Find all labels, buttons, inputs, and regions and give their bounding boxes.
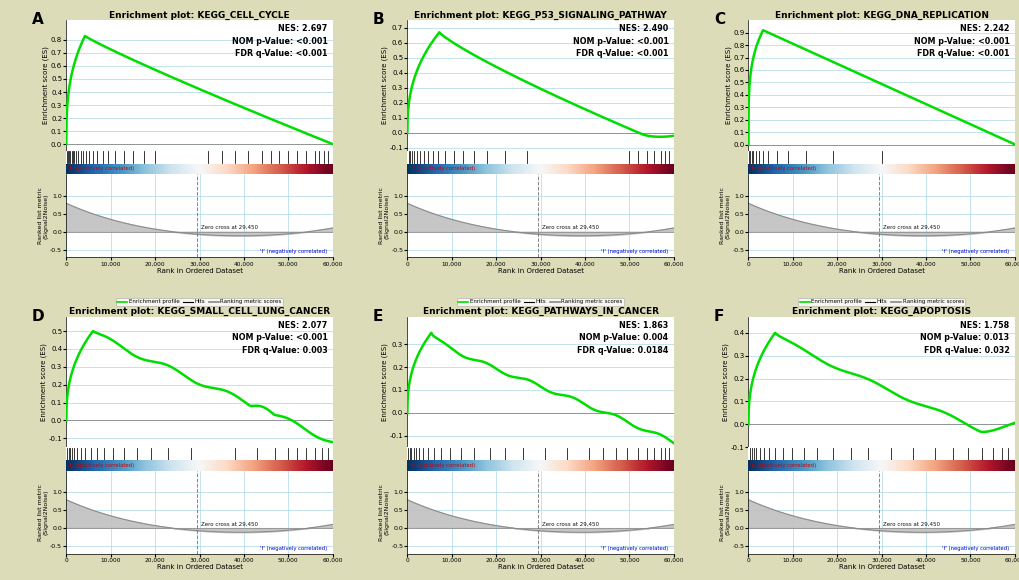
Text: 'h' (positively correlated): 'h' (positively correlated) [67,462,133,467]
Text: A: A [32,13,44,27]
Text: 'h' (positively correlated): 'h' (positively correlated) [749,462,815,467]
Y-axis label: Enrichment score (ES): Enrichment score (ES) [381,46,387,125]
Y-axis label: Enrichment score (ES): Enrichment score (ES) [725,46,731,125]
X-axis label: Rank in Ordered Dataset: Rank in Ordered Dataset [838,564,924,571]
Text: D: D [32,309,44,324]
Text: NES: 2.490
NOM p-Value: <0.001
FDR q-Value: <0.001: NES: 2.490 NOM p-Value: <0.001 FDR q-Val… [572,24,667,58]
Legend: Enrichment profile, Hits, Ranking metric scores: Enrichment profile, Hits, Ranking metric… [457,298,624,306]
Text: Zero cross at 29,450: Zero cross at 29,450 [881,225,938,230]
Title: Enrichment plot: KEGG_APOPTOSIS: Enrichment plot: KEGG_APOPTOSIS [792,307,970,316]
Y-axis label: Ranked list metric
(Signal2Noise): Ranked list metric (Signal2Noise) [719,484,731,541]
Text: 'h' (positively correlated): 'h' (positively correlated) [67,166,133,171]
Text: 'f' (negatively correlated): 'f' (negatively correlated) [600,546,667,550]
X-axis label: Rank in Ordered Dataset: Rank in Ordered Dataset [156,268,243,274]
Text: Zero cross at 29,450: Zero cross at 29,450 [881,521,938,526]
Text: C: C [713,13,725,27]
Text: NES: 2.697
NOM p-Value: <0.001
FDR q-Value: <0.001: NES: 2.697 NOM p-Value: <0.001 FDR q-Val… [231,24,327,58]
Title: Enrichment plot: KEGG_PATHWAYS_IN_CANCER: Enrichment plot: KEGG_PATHWAYS_IN_CANCER [422,307,658,316]
Text: 'f' (negatively correlated): 'f' (negatively correlated) [942,546,1009,550]
Y-axis label: Ranked list metric
(Signal2Noise): Ranked list metric (Signal2Noise) [38,187,49,244]
Y-axis label: Ranked list metric
(Signal2Noise): Ranked list metric (Signal2Noise) [379,484,389,541]
Title: Enrichment plot: KEGG_P53_SIGNALING_PATHWAY: Enrichment plot: KEGG_P53_SIGNALING_PATH… [414,10,666,20]
X-axis label: Rank in Ordered Dataset: Rank in Ordered Dataset [497,268,583,274]
Y-axis label: Ranked list metric
(Signal2Noise): Ranked list metric (Signal2Noise) [379,187,389,244]
Y-axis label: Enrichment score (ES): Enrichment score (ES) [381,343,387,421]
Y-axis label: Ranked list metric
(Signal2Noise): Ranked list metric (Signal2Noise) [719,187,731,244]
Text: NES: 2.242
NOM p-Value: <0.001
FDR q-Value: <0.001: NES: 2.242 NOM p-Value: <0.001 FDR q-Val… [913,24,1009,58]
Text: 'h' (positively correlated): 'h' (positively correlated) [409,462,475,467]
Text: 'f' (negatively correlated): 'f' (negatively correlated) [260,249,327,254]
Text: NES: 1.863
NOM p-Value: 0.004
FDR q-Value: 0.0184: NES: 1.863 NOM p-Value: 0.004 FDR q-Valu… [577,321,667,354]
Y-axis label: Ranked list metric
(Signal2Noise): Ranked list metric (Signal2Noise) [38,484,49,541]
Title: Enrichment plot: KEGG_SMALL_CELL_LUNG_CANCER: Enrichment plot: KEGG_SMALL_CELL_LUNG_CA… [69,307,330,316]
X-axis label: Rank in Ordered Dataset: Rank in Ordered Dataset [838,268,924,274]
Text: Zero cross at 29,450: Zero cross at 29,450 [541,225,598,230]
Text: F: F [713,309,723,324]
Text: 'f' (negatively correlated): 'f' (negatively correlated) [942,249,1009,254]
Text: 'h' (positively correlated): 'h' (positively correlated) [749,166,815,171]
Text: NES: 2.077
NOM p-Value: <0.001
FDR q-Value: 0.003: NES: 2.077 NOM p-Value: <0.001 FDR q-Val… [231,321,327,354]
X-axis label: Rank in Ordered Dataset: Rank in Ordered Dataset [156,564,243,571]
Legend: Enrichment profile, Hits, Ranking metric scores: Enrichment profile, Hits, Ranking metric… [115,298,283,306]
Text: 'h' (positively correlated): 'h' (positively correlated) [409,166,475,171]
Text: NES: 1.758
NOM p-Value: 0.013
FDR q-Value: 0.032: NES: 1.758 NOM p-Value: 0.013 FDR q-Valu… [919,321,1009,354]
Y-axis label: Enrichment score (ES): Enrichment score (ES) [41,343,47,421]
Text: E: E [372,309,383,324]
Text: 'f' (negatively correlated): 'f' (negatively correlated) [260,546,327,550]
Legend: Enrichment profile, Hits, Ranking metric scores: Enrichment profile, Hits, Ranking metric… [797,298,965,306]
X-axis label: Rank in Ordered Dataset: Rank in Ordered Dataset [497,564,583,571]
Text: Zero cross at 29,450: Zero cross at 29,450 [201,225,258,230]
Y-axis label: Enrichment score (ES): Enrichment score (ES) [43,46,50,125]
Title: Enrichment plot: KEGG_DNA_REPLICATION: Enrichment plot: KEGG_DNA_REPLICATION [773,10,987,20]
Text: B: B [372,13,384,27]
Text: Zero cross at 29,450: Zero cross at 29,450 [541,521,598,526]
Title: Enrichment plot: KEGG_CELL_CYCLE: Enrichment plot: KEGG_CELL_CYCLE [109,10,289,20]
Text: 'f' (negatively correlated): 'f' (negatively correlated) [600,249,667,254]
Text: Zero cross at 29,450: Zero cross at 29,450 [201,521,258,526]
Y-axis label: Enrichment score (ES): Enrichment score (ES) [721,343,729,421]
